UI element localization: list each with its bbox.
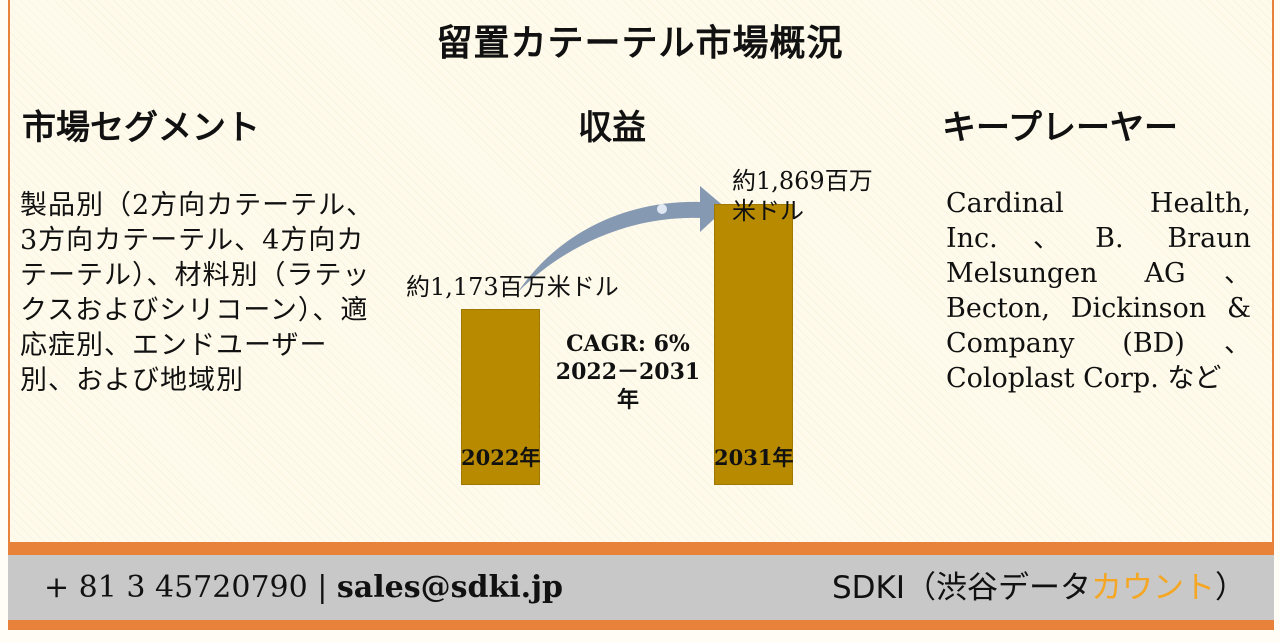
brand-suffix: ） xyxy=(1215,570,1246,606)
footer-top-band xyxy=(8,544,1274,555)
bar-label-2031: 2031年 xyxy=(714,445,794,470)
contact-separator: | xyxy=(317,570,328,605)
email-link[interactable]: sales@sdki.jp xyxy=(336,570,563,605)
brand-accent: カウント xyxy=(1091,570,1215,606)
bar-2022 xyxy=(461,309,540,485)
segments-heading: 市場セグメント xyxy=(22,108,260,148)
cagr-rate: CAGR: 6% xyxy=(566,331,690,357)
footer-bottom-band xyxy=(8,620,1274,630)
key-players-text: Cardinal Health, Inc.、B. Braun Melsungen… xyxy=(946,188,1251,394)
bar-label-2022: 2022年 xyxy=(461,445,541,470)
value-label-2022: 約1,173百万米ドル xyxy=(406,273,619,301)
page-title: 留置カテーテル市場概況 xyxy=(436,22,844,64)
segments-text: 製品別（2方向カテーテル、3方向カテーテル、4方向カテーテル）、材料別（ラテック… xyxy=(20,190,375,396)
brand-prefix: SDKI（渋谷データ xyxy=(831,570,1091,606)
contact-info: + 81 3 45720790 | sales@sdki.jp xyxy=(44,570,563,605)
cagr-period: 2022－2031年 xyxy=(555,359,701,413)
value-label-2031: 約1,869百万米ドル xyxy=(732,167,873,225)
footer-bar xyxy=(8,555,1274,620)
key-players-heading: キープレーヤー xyxy=(942,108,1178,148)
brand-logo: SDKI（渋谷データカウント） xyxy=(832,562,1246,607)
cagr-annotation: CAGR: 6% 2022－2031年 xyxy=(548,330,708,414)
bar-2031 xyxy=(714,204,793,485)
phone-number[interactable]: + 81 3 45720790 xyxy=(44,570,308,605)
revenue-heading: 収益 xyxy=(578,108,646,148)
